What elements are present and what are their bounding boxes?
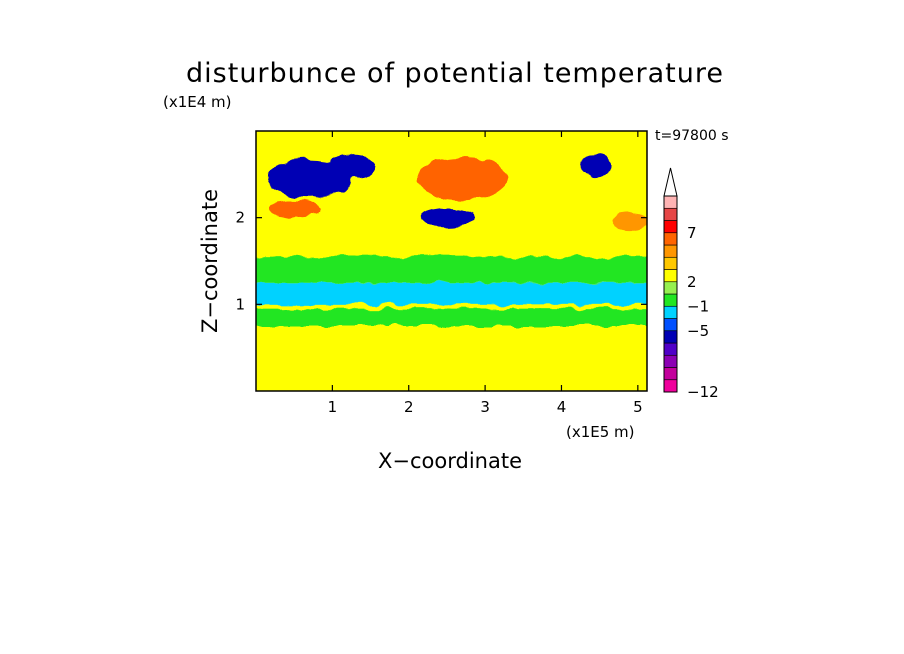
contour-blob: [420, 209, 474, 227]
colorbar-swatch: [663, 354, 678, 368]
colorbar-extend-arrow: [663, 167, 678, 197]
contour-band: [256, 282, 647, 305]
plot-area: [256, 131, 647, 391]
x-unit-label: (x1E5 m): [566, 423, 635, 441]
colorbar: −12−5−127: [663, 167, 719, 401]
contour-blob: [416, 157, 509, 201]
y-tick-label: 2: [235, 209, 245, 227]
colorbar-swatch: [663, 330, 678, 344]
time-label: t=97800 s: [655, 128, 729, 144]
colorbar-label: 7: [687, 224, 697, 242]
colorbar-swatch: [663, 305, 678, 319]
colorbar-swatch: [663, 256, 678, 270]
colorbar-swatch: [663, 281, 678, 295]
colorbar-label: 2: [687, 273, 697, 291]
x-tick-label: 5: [633, 398, 643, 416]
colorbar-swatch: [663, 232, 678, 246]
colorbar-label: −12: [687, 383, 719, 401]
colorbar-label: −5: [687, 322, 709, 340]
colorbar-swatch: [663, 293, 678, 307]
contour-band: [256, 256, 647, 283]
colorbar-swatch: [663, 244, 678, 258]
colorbar-label: −1: [687, 297, 709, 315]
contour-blob: [611, 213, 647, 231]
colorbar-swatch: [663, 195, 678, 209]
x-axis-label: X−coordinate: [378, 449, 522, 473]
colorbar-swatch: [663, 379, 678, 393]
contour-fields: [256, 152, 647, 326]
colorbar-swatch: [663, 367, 678, 381]
y-unit-label: (x1E4 m): [163, 93, 232, 111]
x-tick-label: 1: [328, 398, 338, 416]
contour-band: [256, 308, 647, 326]
y-axis: 12: [235, 209, 647, 313]
y-tick-label: 1: [235, 295, 245, 313]
colorbar-swatch: [663, 220, 678, 234]
x-tick-label: 2: [404, 398, 414, 416]
chart-title: disturbunce of potential temperature: [186, 58, 724, 89]
contour-blob: [328, 152, 375, 179]
contour-blob: [267, 200, 321, 218]
colorbar-swatch: [663, 342, 678, 356]
colorbar-frame: [663, 195, 678, 393]
x-tick-label: 3: [480, 398, 490, 416]
colorbar-swatch: [663, 207, 678, 221]
colorbar-swatch: [663, 269, 678, 283]
x-axis: 1 2 3 4 5: [328, 131, 643, 416]
colorbar-swatch: [663, 318, 678, 332]
x-tick-label: 4: [557, 398, 567, 416]
contour-blob: [579, 155, 613, 177]
plot-frame: [255, 130, 648, 392]
